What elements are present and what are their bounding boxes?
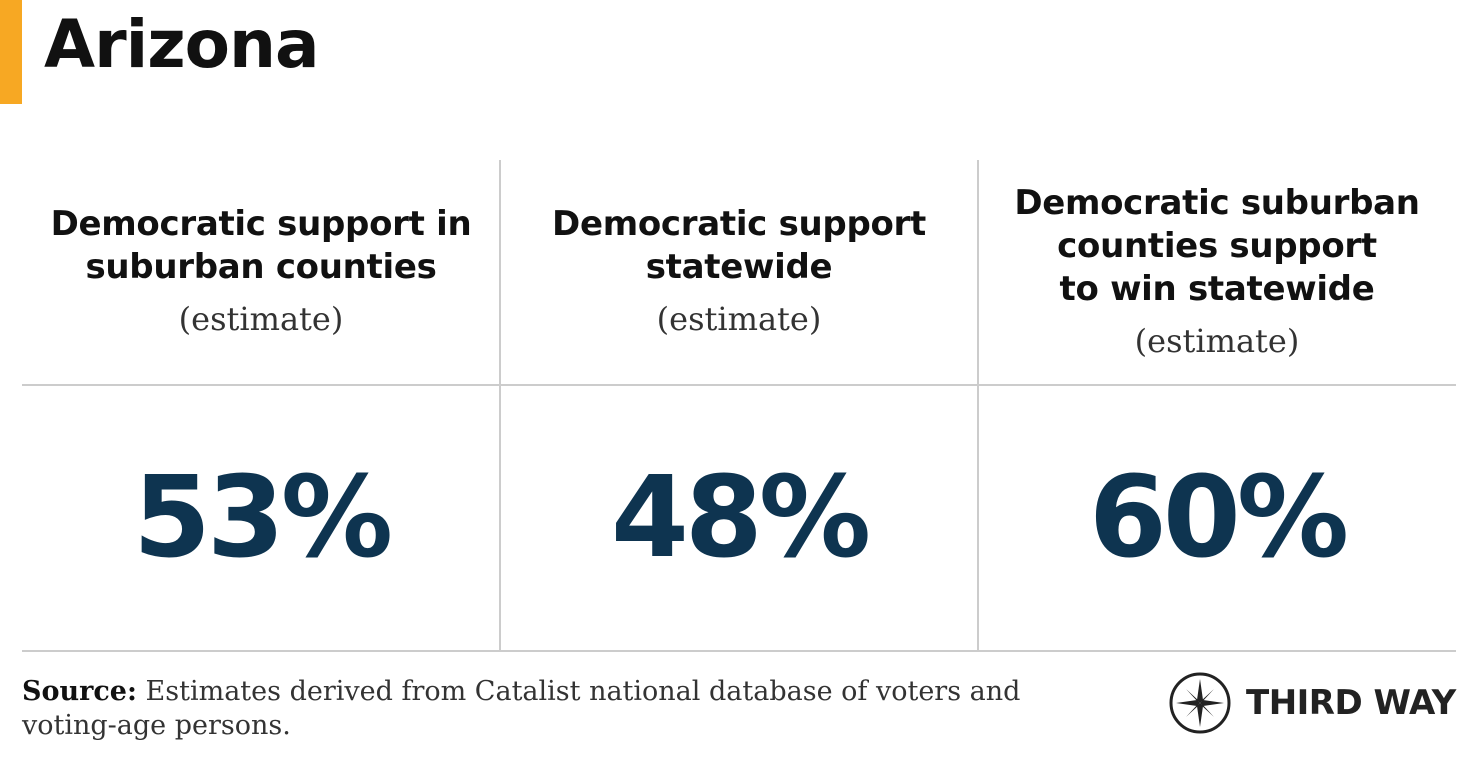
column-label: Democratic support statewide (552, 204, 926, 287)
page-title: Arizona (44, 6, 320, 83)
source-label: Source: (22, 676, 137, 707)
column-note: (estimate) (656, 300, 822, 338)
value-suburban: 53% (132, 453, 393, 583)
compass-icon (1169, 672, 1231, 734)
bottom-divider (22, 650, 1456, 652)
header-divider (22, 384, 1456, 386)
column-header-suburban: Democratic support in suburban counties … (22, 160, 500, 384)
column-header-to-win: Democratic suburban counties support to … (978, 160, 1456, 384)
column-note: (estimate) (178, 300, 344, 338)
accent-bar (0, 0, 22, 104)
column-divider-2 (977, 160, 979, 650)
source-text: Estimates derived from Catalist national… (22, 676, 1021, 741)
column-note: (estimate) (1134, 321, 1300, 360)
column-label: Democratic suburban counties support to … (1014, 182, 1420, 309)
column-header-statewide: Democratic support statewide (estimate) (500, 160, 978, 384)
third-way-logo: THIRD WAY (1168, 670, 1456, 736)
logo-text: THIRD WAY (1246, 683, 1456, 723)
source-note: Source: Estimates derived from Catalist … (22, 675, 1022, 743)
column-label: Democratic support in suburban counties (50, 204, 472, 287)
stats-table: Democratic support in suburban counties … (22, 160, 1456, 652)
column-divider-1 (499, 160, 501, 650)
value-statewide: 48% (610, 453, 871, 583)
value-to-win: 60% (1088, 453, 1349, 583)
